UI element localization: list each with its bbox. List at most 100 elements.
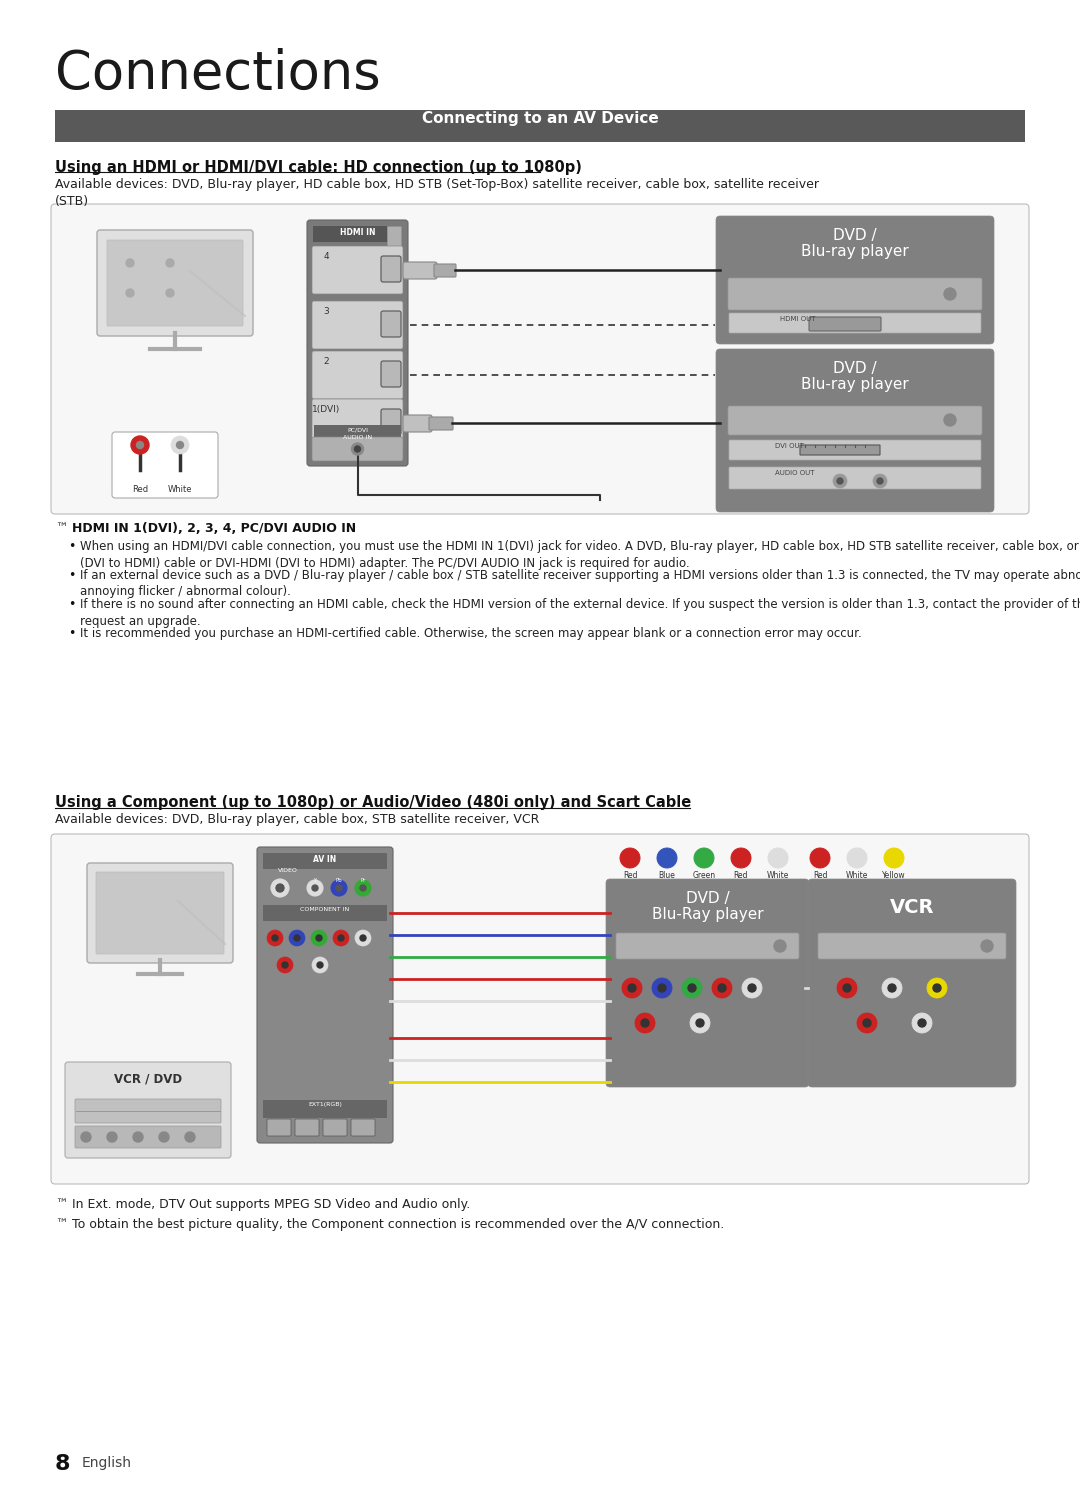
Text: Connecting to an AV Device: Connecting to an AV Device [421, 111, 659, 125]
Text: If there is no sound after connecting an HDMI cable, check the HDMI version of t: If there is no sound after connecting an… [80, 598, 1080, 627]
FancyBboxPatch shape [87, 864, 233, 964]
Circle shape [276, 884, 284, 892]
Text: DVD /: DVD / [686, 890, 729, 905]
Circle shape [847, 849, 867, 868]
Circle shape [696, 1019, 704, 1026]
Text: Green: Green [692, 871, 716, 880]
FancyBboxPatch shape [403, 261, 437, 279]
Circle shape [927, 979, 947, 998]
Bar [314, 424, 401, 438]
FancyBboxPatch shape [51, 834, 1029, 1185]
Text: HDMI IN 1(DVI), 2, 3, 4, PC/DVI AUDIO IN: HDMI IN 1(DVI), 2, 3, 4, PC/DVI AUDIO IN [72, 521, 356, 535]
Circle shape [748, 985, 756, 992]
FancyBboxPatch shape [729, 314, 981, 333]
FancyBboxPatch shape [107, 241, 243, 326]
FancyBboxPatch shape [351, 1119, 375, 1135]
Text: White: White [846, 871, 868, 880]
Circle shape [944, 414, 956, 426]
Circle shape [837, 478, 843, 484]
Text: AUDIO OUT: AUDIO OUT [775, 471, 814, 477]
FancyBboxPatch shape [809, 317, 881, 332]
Circle shape [622, 979, 642, 998]
Circle shape [166, 288, 174, 297]
FancyBboxPatch shape [728, 406, 982, 435]
Circle shape [718, 985, 726, 992]
Circle shape [742, 979, 762, 998]
Text: VCR / DVD: VCR / DVD [113, 1073, 183, 1086]
Text: •: • [68, 569, 76, 583]
Text: AV IN: AV IN [313, 855, 337, 864]
Circle shape [768, 849, 788, 868]
FancyBboxPatch shape [728, 278, 982, 309]
Circle shape [338, 935, 345, 941]
Circle shape [176, 442, 184, 448]
Text: COMPONENT IN: COMPONENT IN [300, 907, 350, 911]
Text: White: White [167, 486, 192, 495]
Circle shape [312, 884, 318, 890]
FancyBboxPatch shape [381, 409, 401, 435]
Circle shape [810, 849, 831, 868]
Text: 2: 2 [323, 357, 328, 366]
Text: White: White [767, 871, 789, 880]
Text: ™: ™ [55, 1198, 67, 1212]
Text: VIDEO: VIDEO [278, 868, 298, 872]
Circle shape [136, 442, 144, 448]
Circle shape [885, 849, 904, 868]
Text: Blu-ray player: Blu-ray player [801, 376, 909, 391]
Circle shape [336, 884, 342, 890]
Text: Using an HDMI or HDMI/DVI cable: HD connection (up to 1080p): Using an HDMI or HDMI/DVI cable: HD conn… [55, 160, 582, 175]
Text: Yellow: Yellow [882, 871, 906, 880]
Circle shape [918, 1019, 926, 1026]
Circle shape [712, 979, 732, 998]
Circle shape [620, 849, 640, 868]
FancyBboxPatch shape [718, 415, 750, 432]
Text: DVI OUT: DVI OUT [775, 444, 804, 450]
FancyBboxPatch shape [729, 468, 981, 489]
Text: •: • [68, 539, 76, 553]
Text: ™: ™ [55, 1218, 67, 1231]
Circle shape [107, 1132, 117, 1141]
Circle shape [360, 884, 366, 890]
FancyBboxPatch shape [747, 417, 771, 430]
Text: 8: 8 [55, 1454, 70, 1475]
FancyBboxPatch shape [606, 878, 809, 1088]
Circle shape [126, 258, 134, 267]
Circle shape [863, 1019, 870, 1026]
Circle shape [316, 935, 322, 941]
Circle shape [688, 985, 696, 992]
Text: To obtain the best picture quality, the Component connection is recommended over: To obtain the best picture quality, the … [72, 1218, 725, 1231]
Text: ™: ™ [55, 521, 67, 535]
FancyBboxPatch shape [96, 872, 224, 955]
Circle shape [185, 1132, 195, 1141]
Text: Available devices: DVD, Blu-ray player, HD cable box, HD STB (Set-Top-Box) satel: Available devices: DVD, Blu-ray player, … [55, 178, 819, 208]
Circle shape [981, 940, 993, 952]
Circle shape [131, 436, 149, 454]
Text: Connections: Connections [55, 48, 381, 100]
FancyBboxPatch shape [729, 441, 981, 460]
Circle shape [311, 929, 327, 946]
Circle shape [882, 979, 902, 998]
Circle shape [360, 935, 366, 941]
Circle shape [774, 940, 786, 952]
Text: Pr: Pr [361, 878, 366, 883]
Circle shape [133, 1132, 143, 1141]
FancyBboxPatch shape [295, 1119, 319, 1135]
Text: AUDIO IN: AUDIO IN [343, 435, 373, 441]
Circle shape [355, 880, 372, 896]
FancyBboxPatch shape [818, 932, 1005, 959]
FancyBboxPatch shape [307, 220, 408, 466]
Circle shape [837, 979, 858, 998]
Circle shape [312, 958, 328, 973]
Circle shape [690, 1013, 710, 1032]
FancyBboxPatch shape [800, 445, 880, 456]
Bar [55, 111, 1025, 142]
Text: Red: Red [623, 871, 637, 880]
FancyBboxPatch shape [381, 362, 401, 387]
Circle shape [307, 880, 323, 896]
Text: 1(DVI): 1(DVI) [312, 405, 340, 414]
Bar [264, 1100, 387, 1118]
Circle shape [351, 444, 364, 456]
Text: Using a Component (up to 1080p) or Audio/Video (480i only) and Scart Cable: Using a Component (up to 1080p) or Audio… [55, 795, 691, 810]
Text: In Ext. mode, DTV Out supports MPEG SD Video and Audio only.: In Ext. mode, DTV Out supports MPEG SD V… [72, 1198, 470, 1212]
FancyBboxPatch shape [381, 255, 401, 282]
